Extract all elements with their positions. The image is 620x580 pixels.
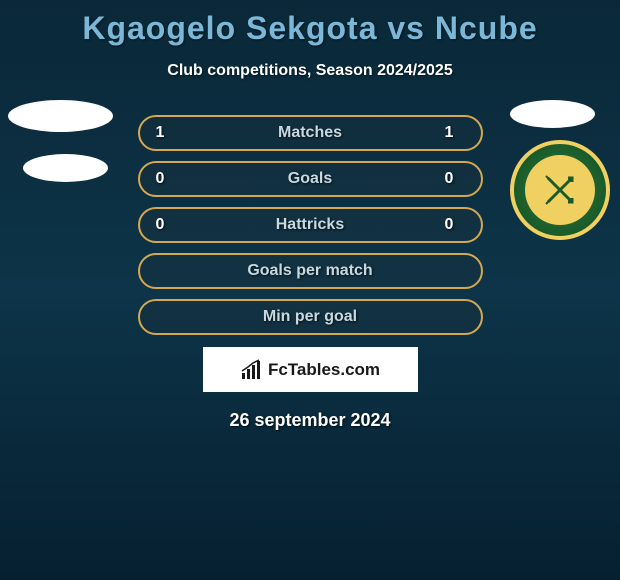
comparison-container: 1 Matches 1 0 Goals 0 0 Hattricks 0 Goal…	[0, 115, 620, 431]
player-badge-placeholder	[8, 100, 113, 132]
stat-right-value: 0	[444, 216, 464, 234]
date-label: 26 september 2024	[0, 410, 620, 431]
stat-row-goals: 0 Goals 0	[138, 161, 483, 197]
stat-label: Hattricks	[276, 216, 344, 234]
stat-left-value: 0	[156, 170, 176, 188]
stat-left-value: 0	[156, 216, 176, 234]
watermark[interactable]: FcTables.com	[203, 347, 418, 392]
left-player-badges	[8, 100, 113, 204]
watermark-text: FcTables.com	[268, 360, 380, 380]
arrows-icon	[540, 170, 580, 210]
club-badge-inner	[525, 155, 595, 225]
stat-row-min-per-goal: Min per goal	[138, 299, 483, 335]
stat-left-value: 1	[156, 124, 176, 142]
stat-row-hattricks: 0 Hattricks 0	[138, 207, 483, 243]
stat-label: Min per goal	[263, 308, 357, 326]
subtitle: Club competitions, Season 2024/2025	[0, 62, 620, 80]
stat-row-goals-per-match: Goals per match	[138, 253, 483, 289]
player-badge-placeholder	[510, 100, 595, 128]
stat-right-value: 0	[445, 170, 465, 188]
page-title: Kgaogelo Sekgota vs Ncube	[0, 0, 620, 47]
stat-label: Goals	[288, 170, 332, 188]
chart-icon	[240, 359, 262, 381]
stat-row-matches: 1 Matches 1	[138, 115, 483, 151]
stat-right-value: 1	[445, 124, 465, 142]
club-badge-golden-arrows	[510, 140, 610, 240]
club-badge-placeholder	[23, 154, 108, 182]
stat-label: Goals per match	[247, 262, 372, 280]
right-player-badges	[510, 100, 610, 240]
stat-label: Matches	[278, 124, 342, 142]
